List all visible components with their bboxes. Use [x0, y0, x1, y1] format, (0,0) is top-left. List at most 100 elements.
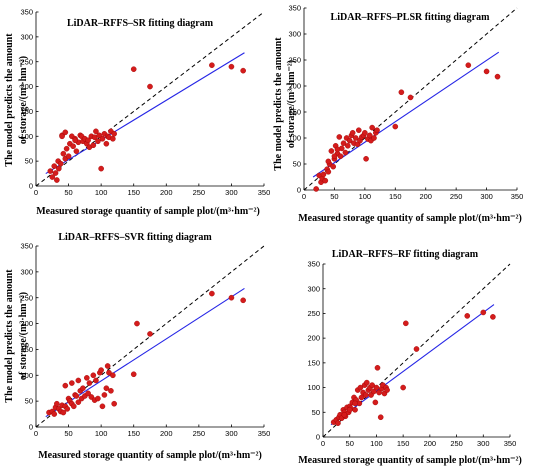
data-point — [413, 346, 420, 352]
x-tick-label: 150 — [127, 188, 140, 197]
data-point — [51, 163, 58, 169]
y-tick-label: 50 — [312, 408, 320, 417]
x-tick-label: 300 — [225, 188, 238, 197]
x-tick-label: 300 — [225, 429, 238, 438]
data-point — [106, 369, 112, 376]
data-point — [240, 297, 246, 304]
data-point — [110, 135, 116, 142]
y-axis-label-line-2: of storage/(m³·hm⁻²) — [18, 292, 29, 380]
data-point — [376, 389, 382, 396]
y-axis-label-line-1: The model predicts the amount — [273, 37, 284, 171]
x-axis-label: Measured storage quantity of sample plot… — [298, 455, 522, 466]
y-tick-label: 250 — [20, 57, 33, 66]
data-point — [63, 145, 70, 152]
data-point — [363, 155, 369, 162]
data-point — [54, 177, 60, 183]
y-tick-label: 100 — [307, 383, 320, 392]
svr-fitting-panel: 0 50 100 150 200 250 300 350 0 50 100 150 200 250 300 3… — [4, 232, 270, 461]
data-point — [313, 186, 319, 192]
data-point — [69, 380, 75, 386]
x-tick-label: 0 — [34, 188, 38, 197]
data-point — [341, 411, 348, 418]
x-tick-label: 100 — [95, 429, 108, 438]
data-point — [346, 137, 353, 144]
data-point — [75, 377, 82, 384]
data-point — [134, 320, 140, 327]
data-point — [85, 390, 91, 397]
y-axis-label-line-1: The model predicts the amount — [4, 33, 15, 167]
data-point — [398, 89, 405, 96]
y-axis-label-line-2: of storage/(m³·hm⁻²) — [18, 56, 29, 144]
x-tick-label: 0 — [321, 439, 325, 448]
data-point — [47, 168, 54, 174]
y-tick-label: 100 — [288, 134, 301, 143]
x-tick-label: 200 — [160, 188, 173, 197]
x-tick-label: 300 — [480, 192, 493, 201]
data-point — [95, 138, 101, 145]
x-tick-label: 50 — [346, 439, 354, 448]
data-point — [64, 406, 71, 412]
y-tick-label: 50 — [293, 160, 301, 169]
data-point — [400, 384, 406, 391]
data-point — [209, 290, 215, 297]
data-point — [364, 379, 370, 386]
plsr-fitting-panel: 0 50 100 150 200 250 300 350 0 50 100 150 200 250 300 3… — [273, 4, 523, 224]
chart-title: LiDAR–RFFS–SR fitting diagram — [67, 18, 214, 29]
data-point — [70, 403, 77, 410]
data-point — [73, 393, 80, 399]
x-tick-label: 250 — [450, 439, 463, 448]
data-point — [322, 177, 329, 184]
data-point — [373, 384, 380, 391]
data-point — [85, 137, 91, 144]
data-point — [362, 129, 368, 136]
data-point — [111, 400, 117, 407]
data-point — [108, 387, 114, 394]
data-point — [377, 414, 384, 421]
data-point — [369, 382, 375, 388]
data-point — [147, 331, 153, 337]
y-tick-label: 0 — [29, 423, 33, 432]
data-point — [80, 385, 86, 392]
y-tick-label: 350 — [288, 4, 301, 13]
y-tick-label: 350 — [20, 242, 33, 251]
x-tick-label: 150 — [389, 192, 402, 201]
x-axis-label: Measured storage quantity of sample plot… — [36, 206, 260, 217]
data-point — [340, 140, 347, 146]
data-point — [355, 127, 362, 133]
data-point — [320, 171, 327, 178]
data-point — [480, 309, 487, 316]
y-tick-label: 150 — [288, 108, 301, 117]
data-point — [101, 392, 108, 398]
y-tick-label: 300 — [307, 284, 320, 293]
y-tick-label: 250 — [20, 293, 33, 302]
data-point — [209, 62, 215, 68]
y-tick-label: 150 — [307, 358, 320, 367]
data-point — [374, 364, 381, 371]
y-tick-label: 50 — [25, 397, 33, 406]
data-point — [52, 170, 59, 176]
x-tick-label: 150 — [397, 439, 410, 448]
data-point — [494, 73, 501, 80]
data-point — [384, 387, 390, 393]
data-point — [96, 132, 102, 139]
x-tick-label: 300 — [477, 439, 490, 448]
data-point — [49, 174, 56, 180]
data-point — [342, 149, 349, 156]
chart-title: LiDAR–RFFS–PLSR fitting diagram — [331, 12, 491, 23]
regression-fit-line — [312, 51, 500, 178]
x-tick-label: 50 — [64, 188, 72, 197]
y-axis-label-line-2: of storage/(m³·hm⁻²) — [286, 60, 297, 148]
data-point — [346, 407, 353, 413]
x-tick-label: 350 — [511, 192, 524, 201]
y-tick-label: 50 — [25, 157, 33, 166]
data-point — [407, 94, 414, 101]
data-point — [240, 67, 246, 74]
regression-fit-line — [45, 52, 245, 175]
data-point — [465, 62, 472, 68]
data-point — [103, 140, 110, 147]
x-tick-label: 50 — [330, 192, 338, 201]
data-point — [98, 367, 104, 373]
x-tick-label: 250 — [193, 188, 206, 197]
data-point — [370, 388, 377, 395]
